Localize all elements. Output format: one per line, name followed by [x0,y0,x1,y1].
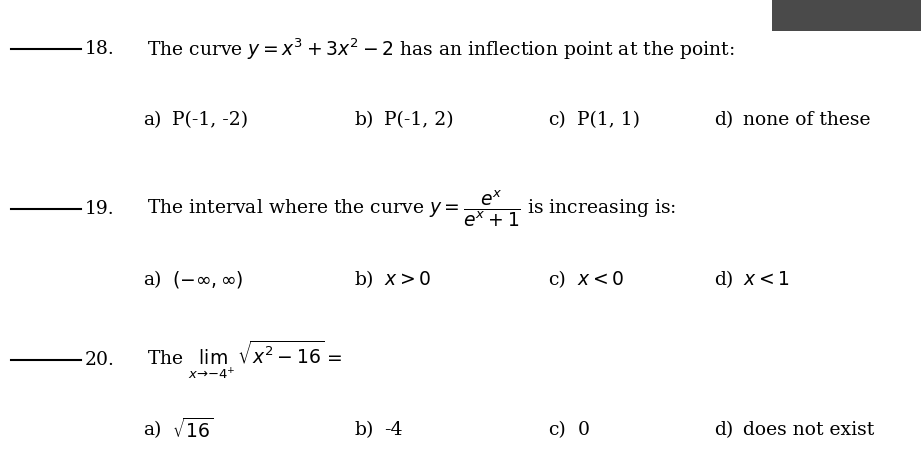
Text: $x > 0$: $x > 0$ [384,271,431,289]
Text: c): c) [548,271,565,289]
Text: -4: -4 [384,421,402,439]
Text: The $\lim_{x \to -4^+} \sqrt{x^2 - 16} =$: The $\lim_{x \to -4^+} \sqrt{x^2 - 16} =… [147,338,342,381]
Text: $\sqrt{16}$: $\sqrt{16}$ [172,418,214,442]
Text: a): a) [143,111,161,129]
Text: 18.: 18. [85,40,114,58]
Text: d): d) [714,111,733,129]
Text: 19.: 19. [85,200,114,218]
Text: b): b) [355,111,374,129]
Text: $x < 1$: $x < 1$ [743,271,790,289]
Text: b): b) [355,421,374,439]
Text: P(-1, -2): P(-1, -2) [172,111,249,129]
Text: The curve $y = x^3 + 3x^2 - 2$ has an inflection point at the point:: The curve $y = x^3 + 3x^2 - 2$ has an in… [147,37,735,62]
Text: $x < 0$: $x < 0$ [577,271,624,289]
Text: P(1, 1): P(1, 1) [577,111,640,129]
Bar [772,0,921,31]
Text: 0: 0 [577,421,589,439]
Text: d): d) [714,271,733,289]
Text: none of these: none of these [743,111,870,129]
Text: d): d) [714,421,733,439]
Text: $(-\infty, \infty)$: $(-\infty, \infty)$ [172,269,244,290]
Text: b): b) [355,271,374,289]
Text: c): c) [548,421,565,439]
Text: 20.: 20. [85,351,114,368]
Text: a): a) [143,271,161,289]
Text: does not exist: does not exist [743,421,875,439]
Text: c): c) [548,111,565,129]
Text: P(-1, 2): P(-1, 2) [384,111,454,129]
Text: a): a) [143,421,161,439]
Text: The interval where the curve $y = \dfrac{e^x}{e^x+1}$ is increasing is:: The interval where the curve $y = \dfrac… [147,189,677,229]
